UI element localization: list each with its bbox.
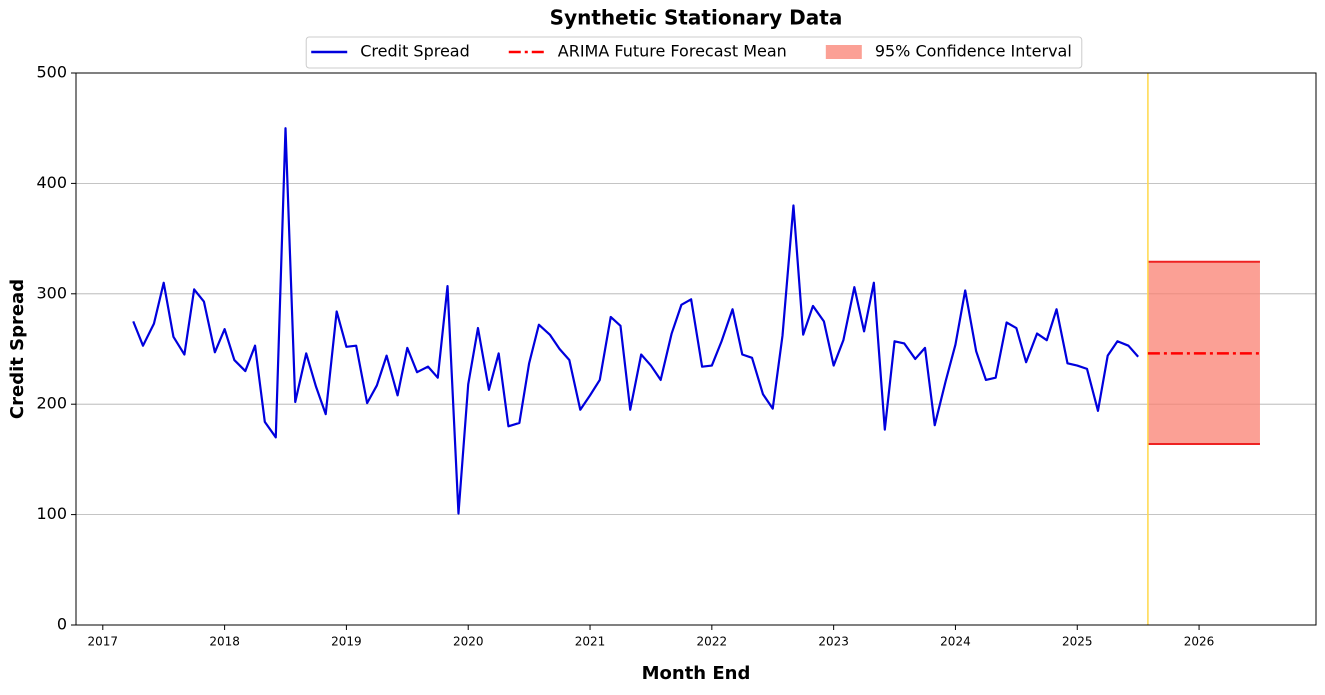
series-line bbox=[132, 127, 1139, 515]
x-tick-label: 2018 bbox=[209, 635, 240, 649]
x-tick-label: 2019 bbox=[331, 635, 362, 649]
legend-swatch bbox=[825, 45, 862, 59]
x-tick-label: 2021 bbox=[575, 635, 606, 649]
y-tick-label: 200 bbox=[36, 394, 67, 413]
legend: Credit Spread ARIMA Future Forecast Mean 9… bbox=[305, 36, 1083, 69]
x-tick-label: 2017 bbox=[88, 635, 119, 649]
legend-item: ARIMA Future Forecast Mean bbox=[508, 42, 787, 61]
y-axis-label: Credit Spread bbox=[7, 279, 28, 419]
legend-label: ARIMA Future Forecast Mean bbox=[558, 42, 787, 61]
legend-item: 95% Confidence Interval bbox=[825, 42, 1072, 61]
x-tick-label: 2025 bbox=[1062, 635, 1093, 649]
y-tick-label: 400 bbox=[36, 173, 67, 192]
chart-title: Synthetic Stationary Data bbox=[550, 6, 843, 30]
y-tick-label: 500 bbox=[36, 63, 67, 82]
x-tick-label: 2026 bbox=[1184, 635, 1215, 649]
legend-label: 95% Confidence Interval bbox=[875, 42, 1072, 61]
x-tick-label: 2023 bbox=[818, 635, 849, 649]
x-tick-label: 2020 bbox=[453, 635, 484, 649]
legend-box bbox=[305, 36, 1083, 69]
y-tick-label: 300 bbox=[36, 283, 67, 302]
plot-frame bbox=[75, 72, 1317, 626]
legend-item: Credit Spread bbox=[311, 42, 470, 61]
x-tick-label: 2022 bbox=[697, 635, 728, 649]
x-axis-label: Month End bbox=[642, 663, 751, 684]
y-tick-label: 0 bbox=[57, 615, 67, 634]
legend-label: Credit Spread bbox=[360, 42, 470, 61]
y-tick-label: 100 bbox=[36, 504, 67, 523]
x-tick-label: 2024 bbox=[940, 635, 971, 649]
